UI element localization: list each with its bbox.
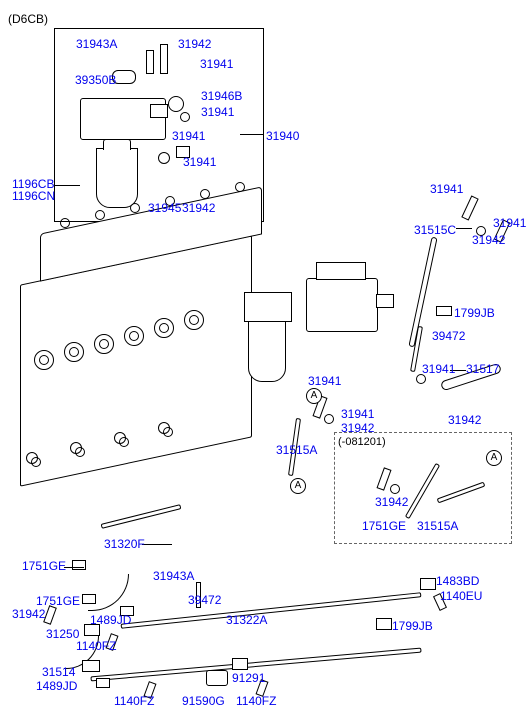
part-label: 1751GE: [362, 520, 406, 533]
part-label: 1489JD: [36, 680, 77, 693]
o-ring-2: [180, 112, 190, 122]
part-label: 31942: [448, 414, 481, 427]
pump-outlet: [376, 294, 394, 308]
diagram-canvas: (D6CB) (-081201): [0, 0, 532, 727]
part-label: 1799JB: [392, 620, 433, 633]
clip-1799JB-b: [376, 618, 392, 630]
part-label: 39472: [188, 594, 221, 607]
bolt-rt-1: [461, 195, 478, 220]
part-label: 31515C: [414, 224, 456, 237]
injection-pump: [306, 278, 378, 332]
cover-bolt: [95, 210, 105, 220]
part-label: 1483BD: [436, 575, 479, 588]
fuel-filter: [96, 148, 138, 208]
part-label: 91291: [232, 672, 265, 685]
part-label: 39472: [432, 330, 465, 343]
cover-bolt: [60, 218, 70, 228]
part-label: 31515A: [276, 444, 317, 457]
leader: [456, 228, 472, 229]
filter-head-port-1: [150, 104, 168, 118]
part-label: 31942: [178, 38, 211, 51]
part-label: 91590G: [182, 695, 225, 708]
part-label: 31942: [472, 234, 505, 247]
part-label: 1196CN: [12, 190, 55, 203]
leader: [64, 567, 84, 568]
part-label: 31515A: [417, 520, 458, 533]
part-label: 31517: [466, 363, 499, 376]
diagram-title: (D6CB): [8, 12, 48, 26]
marker-a-2: A: [290, 478, 306, 494]
side-port: [34, 350, 54, 370]
part-label: 1489JD: [90, 614, 131, 627]
bottom-port: [70, 442, 82, 454]
bottom-port: [158, 422, 170, 434]
part-label: 31322A: [226, 614, 267, 627]
part-label: 31941: [308, 375, 341, 388]
cover-bolt: [235, 182, 245, 192]
side-port: [94, 334, 114, 354]
part-label: 31514: [42, 666, 75, 679]
filter-head-port-2: [168, 96, 184, 112]
leader: [240, 134, 264, 135]
bracket-91590G: [206, 670, 228, 686]
part-label: 1140FZ: [236, 695, 276, 708]
o-ring-1: [158, 152, 170, 164]
part-label: 31942: [341, 422, 374, 435]
part-label: 31941: [422, 363, 455, 376]
cover-bolt: [200, 189, 210, 199]
part-label: 31941: [430, 183, 463, 196]
bottom-port: [114, 432, 126, 444]
part-label: 1751GE: [22, 560, 66, 573]
clip-1489JD-b: [96, 678, 110, 688]
part-label: 31941: [341, 408, 374, 421]
fuel-line-31320F: [101, 504, 182, 529]
part-label: 31940: [266, 130, 299, 143]
part-label: 31942: [375, 496, 408, 509]
clip-1751GE-2: [82, 594, 96, 604]
part-label: 31250: [46, 628, 79, 641]
side-port: [184, 310, 204, 330]
inset-title: (-081201): [338, 436, 386, 448]
part-label: 39350B: [75, 74, 116, 87]
part-label: 31941: [183, 156, 216, 169]
clip-1799JB: [436, 306, 452, 316]
side-port: [154, 318, 174, 338]
leader: [54, 185, 80, 186]
side-port: [64, 342, 84, 362]
part-label: 1140FZ: [76, 640, 116, 653]
side-port: [124, 326, 144, 346]
clip-1483BD: [420, 578, 436, 590]
part-label: 31941: [201, 106, 234, 119]
part-label: 1799JB: [454, 307, 495, 320]
mounted-filter: [248, 320, 286, 382]
inset-washer: [390, 484, 400, 494]
part-label: 31942: [182, 202, 215, 215]
banjo-bolt-2: [160, 44, 168, 74]
bottom-port: [26, 452, 38, 464]
part-label: 31943A: [76, 38, 117, 51]
part-label: 1140EU: [440, 590, 482, 603]
clip-91291: [232, 658, 248, 670]
cover-bolt: [130, 203, 140, 213]
pump-top: [316, 262, 366, 280]
part-label: 31941: [200, 58, 233, 71]
marker-a-1: A: [306, 388, 322, 404]
part-label: 31945: [148, 202, 181, 215]
clip-1751GE-1: [72, 560, 86, 570]
part-label: 31320F: [104, 538, 145, 551]
banjo-bolt-1: [146, 50, 154, 74]
part-label: 31942: [12, 608, 45, 621]
part-label: 31941: [172, 130, 205, 143]
mounted-filter-head: [244, 292, 292, 322]
leader: [142, 544, 172, 545]
part-label: 31941: [493, 217, 526, 230]
part-label: 31943A: [153, 570, 194, 583]
part-31514: [82, 660, 100, 672]
washer-lr: [324, 414, 334, 424]
part-label: 31946B: [201, 90, 242, 103]
part-label: 1140FZ: [114, 695, 154, 708]
marker-a-3: A: [486, 450, 502, 466]
